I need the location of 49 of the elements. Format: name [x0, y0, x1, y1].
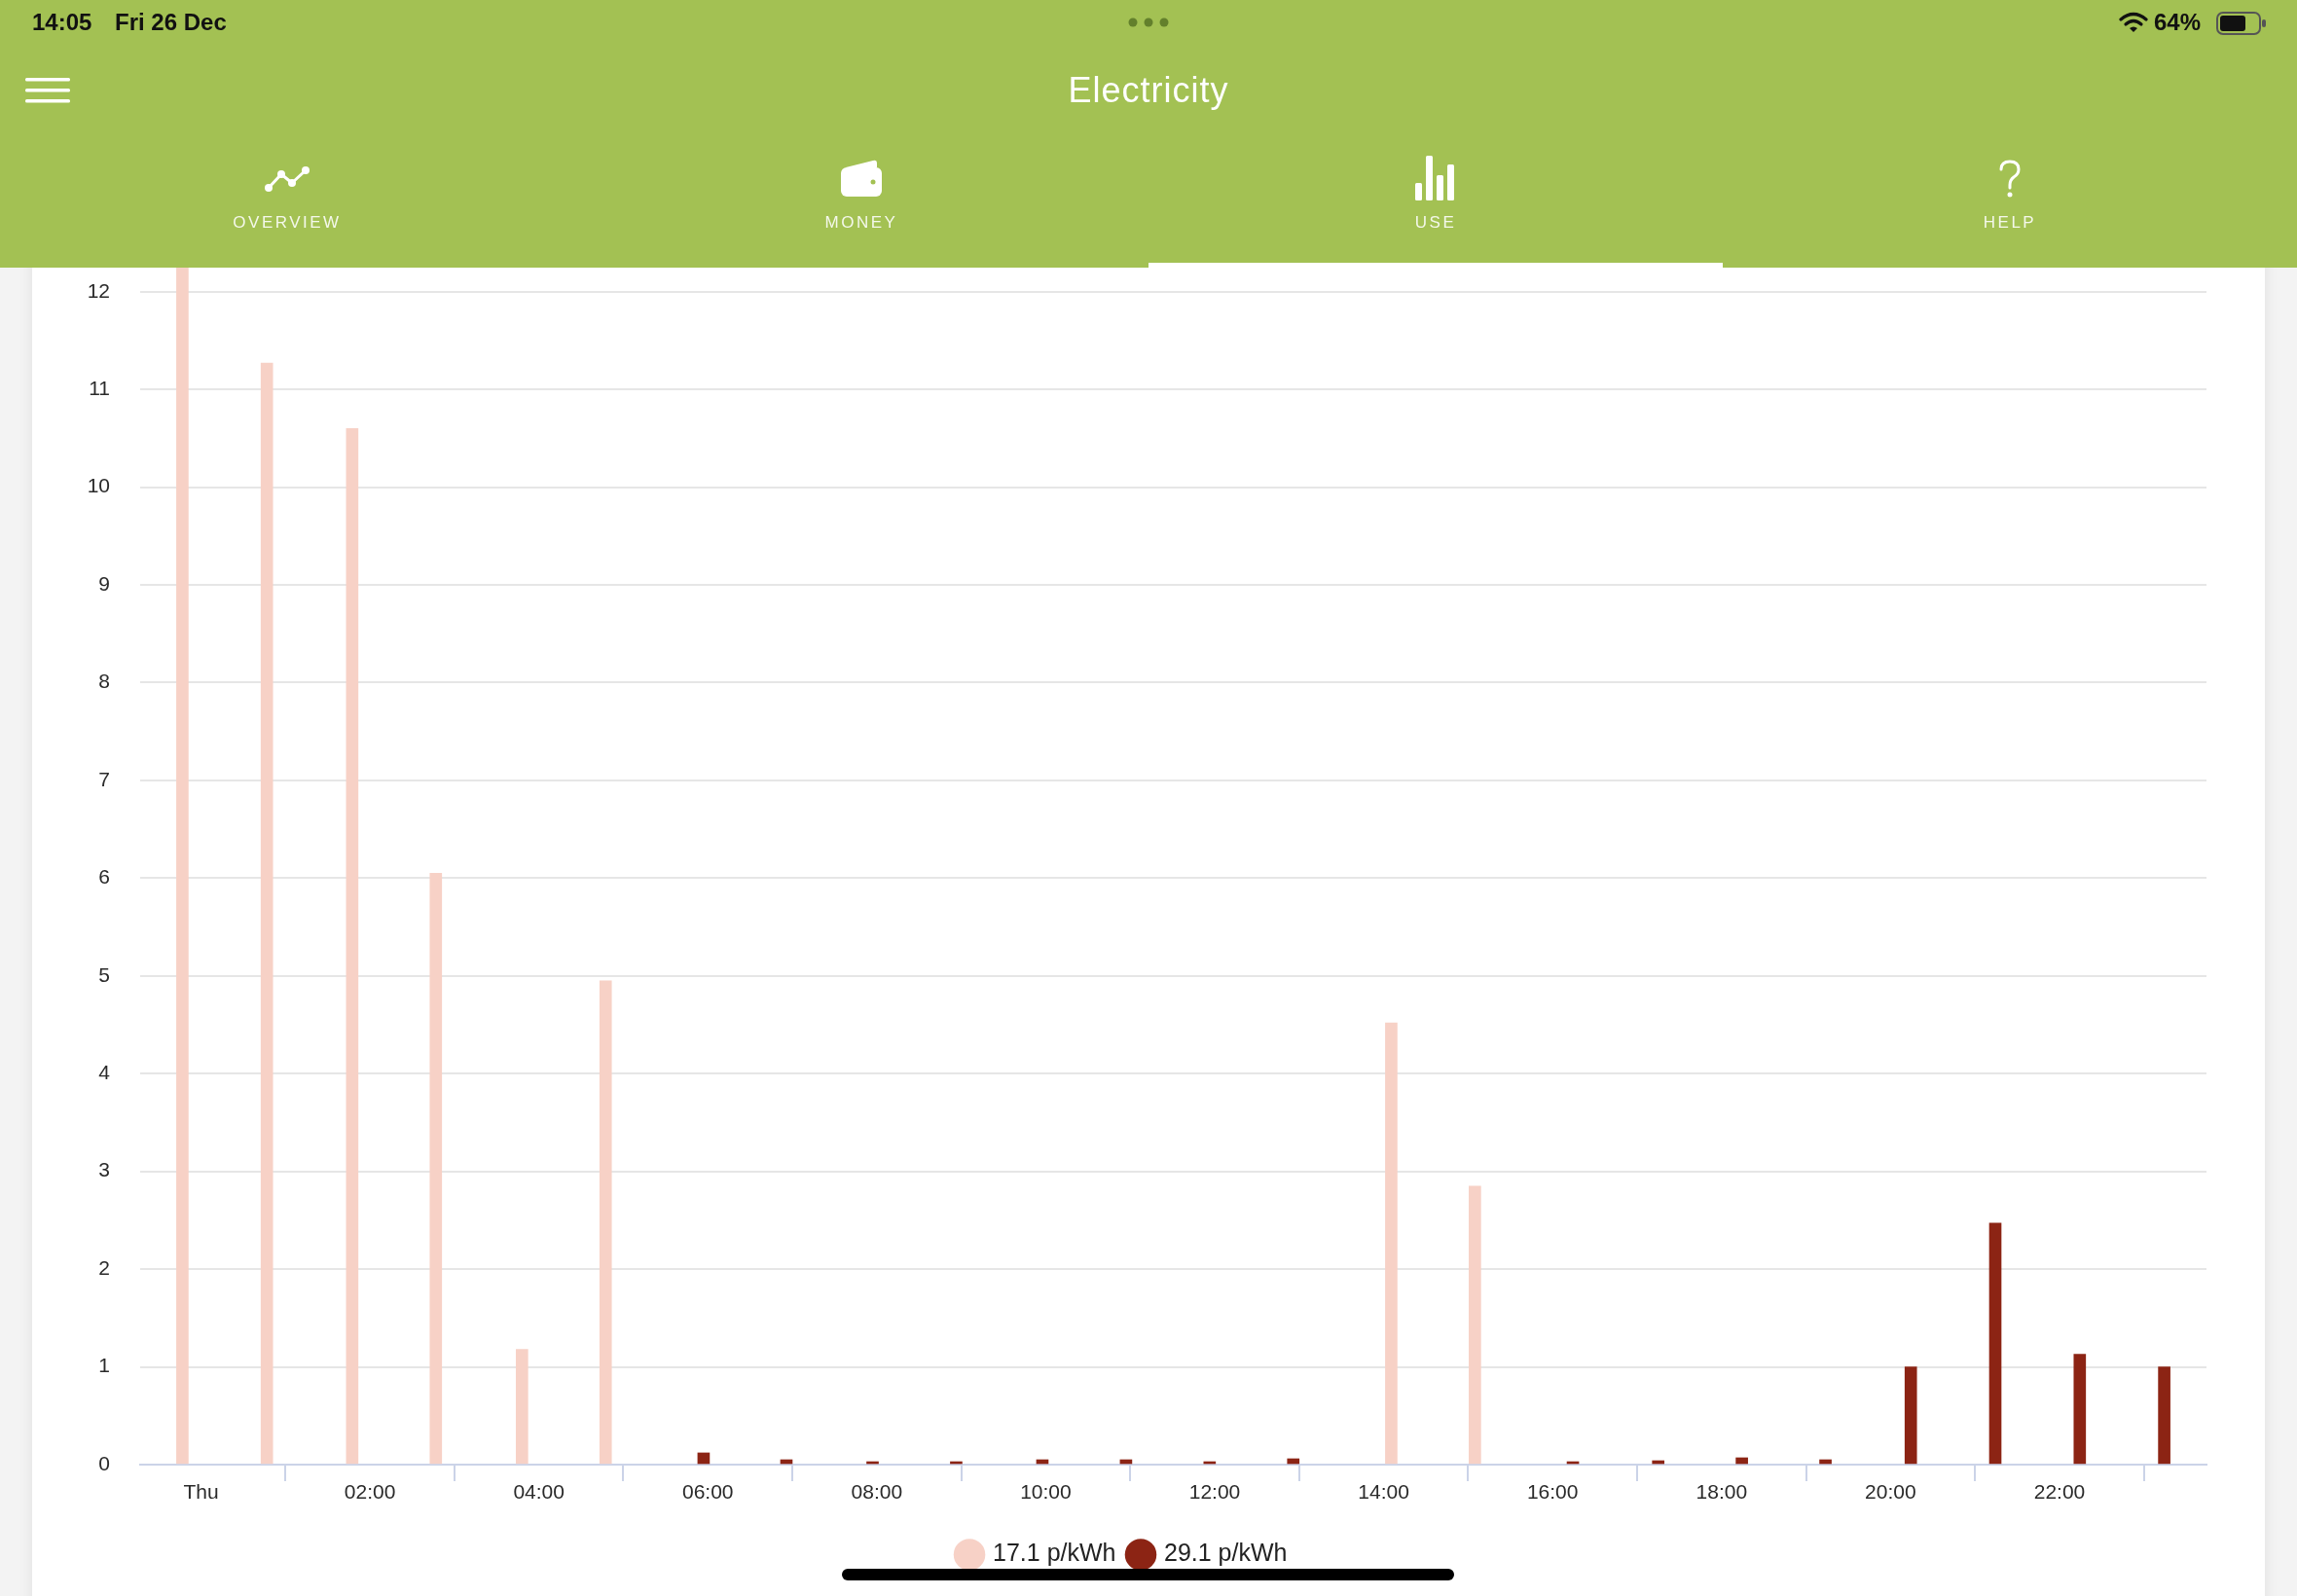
bar	[2073, 1354, 2087, 1465]
text: 14:05	[32, 9, 92, 35]
y-tick-label: 11	[89, 376, 110, 399]
bar	[515, 1349, 529, 1465]
bar	[1735, 1457, 1748, 1465]
bar	[2158, 1366, 2170, 1465]
bar	[260, 362, 273, 1465]
chart-title: Electricity	[1067, 70, 1230, 111]
text: USE	[1413, 212, 1458, 234]
bar	[1385, 1022, 1398, 1465]
y-tick-label: 7	[98, 767, 110, 790]
y-tick-label: 9	[98, 571, 110, 595]
x-tick-label: 02:00	[344, 1480, 396, 1504]
y-tick-label: 5	[98, 962, 110, 986]
text: OVERVIEW	[232, 212, 343, 234]
x-tick-label: 18:00	[1695, 1480, 1748, 1504]
y-tick-label: 10	[87, 474, 110, 497]
y-tick-label: 2	[98, 1255, 110, 1279]
x-tick-label: 22:00	[2033, 1480, 2086, 1504]
y-tick-label: 4	[98, 1061, 111, 1084]
text: 64%	[2154, 9, 2202, 35]
legend-label: 29.1 p/kWh	[1164, 1539, 1288, 1567]
bar	[1904, 1366, 1917, 1465]
text: Fri 26 Dec	[115, 9, 227, 35]
legend-label: 17.1 p/kWh	[993, 1539, 1116, 1567]
text: MONEY	[823, 212, 899, 234]
x-tick-label: 08:00	[851, 1480, 903, 1504]
x-tick-label: Thu	[183, 1480, 219, 1504]
x-tick-label: 20:00	[1865, 1480, 1916, 1504]
x-tick-label: 14:00	[1358, 1480, 1409, 1504]
bar	[1287, 1458, 1300, 1465]
bar	[346, 428, 359, 1465]
x-tick-label: 16:00	[1526, 1480, 1579, 1504]
bar	[429, 873, 443, 1465]
y-tick-label: 8	[98, 670, 110, 693]
y-tick-label: 3	[98, 1158, 110, 1181]
bar	[176, 267, 189, 1465]
y-tick-label: 12	[87, 278, 110, 302]
x-tick-label: 04:00	[513, 1480, 565, 1504]
x-tick-label: 10:00	[1020, 1480, 1072, 1504]
y-tick-label: 0	[98, 1451, 110, 1474]
x-tick-label: 12:00	[1188, 1480, 1241, 1504]
bar	[1988, 1222, 2002, 1465]
text: HELP	[1982, 212, 2038, 234]
x-tick-label: 06:00	[681, 1480, 734, 1504]
y-tick-label: 6	[98, 865, 110, 889]
bar	[599, 980, 612, 1465]
bar	[1469, 1185, 1481, 1465]
y-tick-label: 1	[98, 1354, 110, 1377]
